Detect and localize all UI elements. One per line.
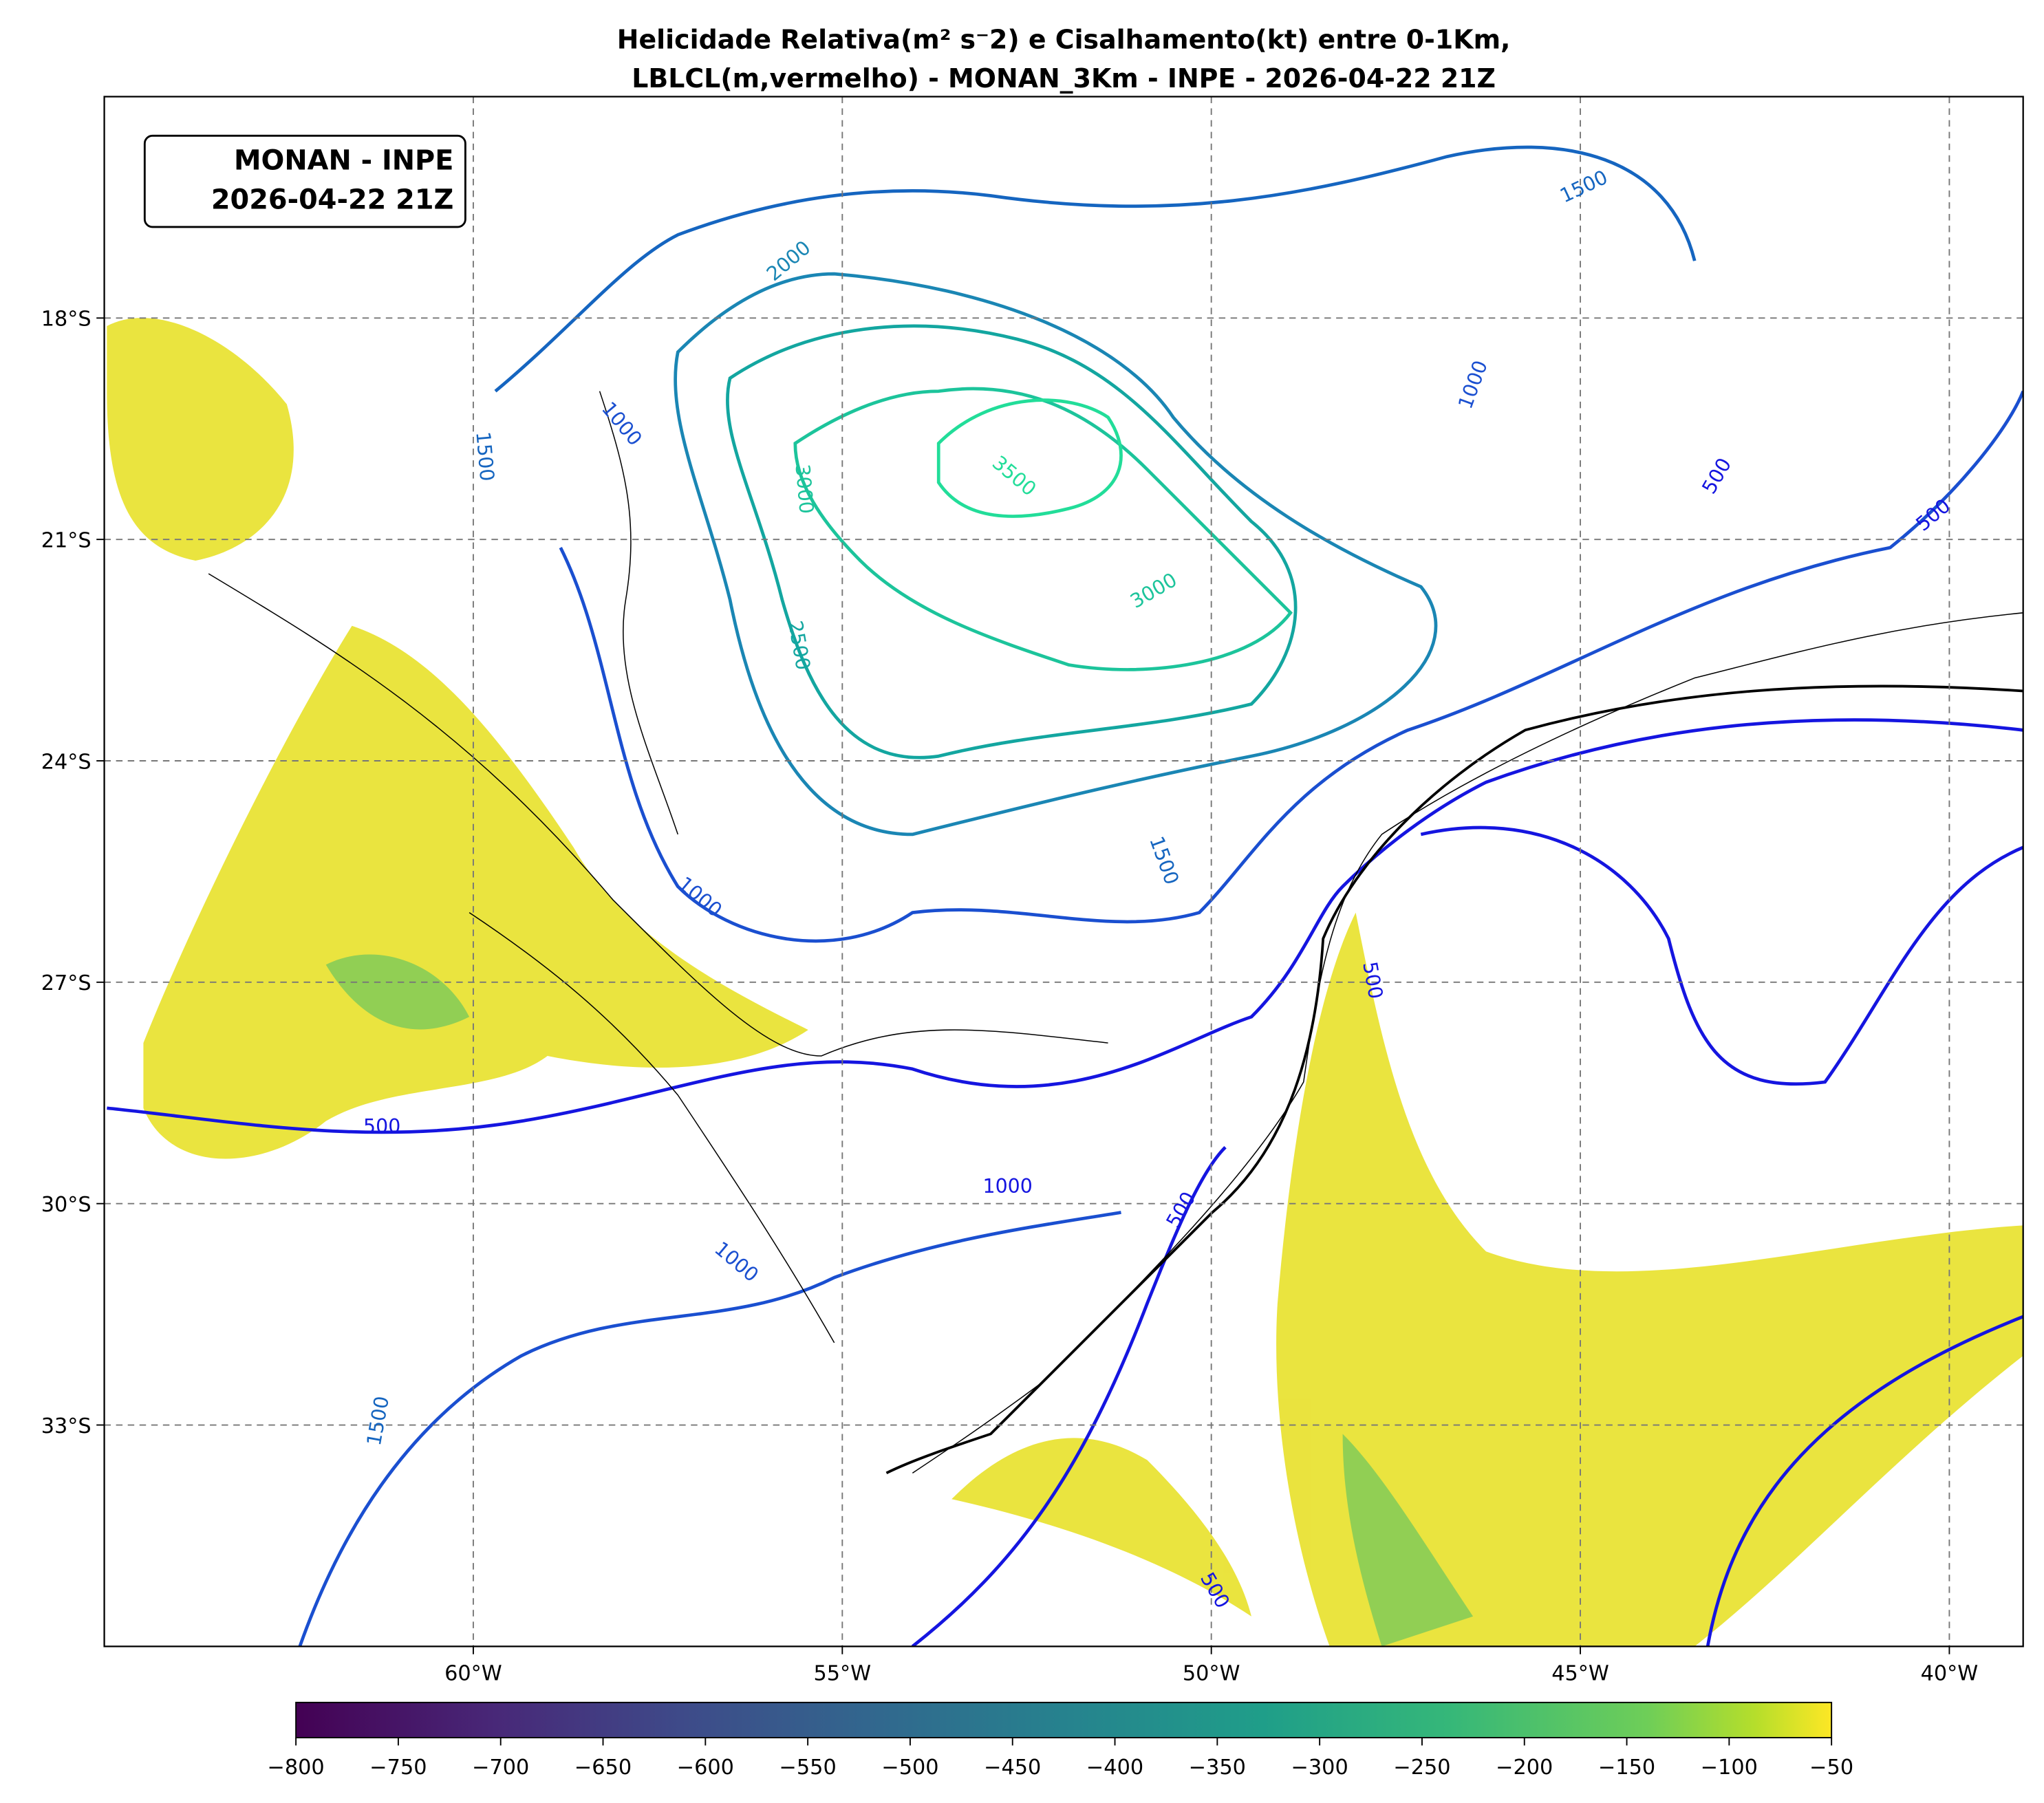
y-tick-label: 33°S (41, 1414, 92, 1438)
contour-label: 1000 (674, 872, 727, 922)
colorbar-tick-label: −250 (1393, 1756, 1450, 1780)
y-tick-label: 24°S (41, 750, 92, 774)
contour-label: 3500 (988, 451, 1041, 501)
y-tick-label: 18°S (41, 307, 92, 332)
contour-label: 1500 (471, 431, 498, 482)
colorbar-tick-label: −650 (574, 1756, 632, 1780)
x-tick-label: 55°W (813, 1662, 871, 1686)
coastline (885, 684, 2023, 1475)
info-box (143, 134, 466, 228)
colorbar-tick-label: −50 (1809, 1756, 1853, 1780)
helicity-shading (107, 318, 2023, 1647)
contour-label: 2500 (784, 619, 815, 672)
colorbar-tick-label: −800 (268, 1756, 325, 1780)
contour-label: 1500 (1556, 166, 1611, 207)
contours (107, 145, 2023, 1647)
colorbar-tick-label: −600 (677, 1756, 734, 1780)
title-line: Helicidade Relativa(m² s⁻2) e Cisalhamen… (617, 24, 1511, 54)
colorbar-tick-label: −450 (984, 1756, 1041, 1780)
contour-label: 3000 (1126, 568, 1181, 613)
contour-label: 1000 (597, 398, 647, 451)
colorbar-tick-label: −100 (1701, 1756, 1758, 1780)
contour-label: 500 (1698, 454, 1736, 497)
contour-label: 500 (363, 1115, 400, 1138)
contour-label: 1000 (1454, 358, 1492, 412)
colorbar-tick-label: −300 (1291, 1756, 1348, 1780)
y-tick-label: 30°S (41, 1193, 92, 1217)
colorbar-ticks: −800 −750 −700 −650 −600 −550 −500 −450 −400 −350… (268, 1737, 1853, 1780)
map-frame (103, 96, 2024, 1648)
colorbar-tick-label: −350 (1189, 1756, 1246, 1780)
info-box-line: MONAN - INPE (234, 145, 453, 177)
grid: 60°W 55°W 50°W 45°W 40°W 18°S 21°S 24°S 27°S 30°S… (41, 96, 2023, 1686)
x-tick-label: 50°W (1183, 1662, 1240, 1686)
x-tick-label: 40°W (1921, 1662, 1979, 1686)
contour-label: 1000 (710, 1238, 763, 1287)
colorbar-tick-label: −500 (881, 1756, 938, 1780)
contour-label: 3000 (791, 463, 818, 515)
y-tick-label: 21°S (41, 529, 92, 553)
contour-label: 1500 (363, 1394, 394, 1447)
colorbar (295, 1701, 1833, 1738)
contour-label: 2000 (762, 236, 815, 285)
contour-label: 500 (1912, 495, 1955, 536)
contour-label: 1500 (1145, 833, 1183, 887)
title-line: LBLCL(m,vermelho) - MONAN_3Km - INPE - 2… (632, 63, 1496, 94)
colorbar-tick-label: −200 (1496, 1756, 1553, 1780)
contour-label: 1000 (983, 1175, 1033, 1198)
colorbar-tick-label: −150 (1598, 1756, 1655, 1780)
y-tick-label: 27°S (41, 971, 92, 995)
x-tick-label: 45°W (1551, 1662, 1609, 1686)
map-layers (107, 145, 2023, 1647)
info-box-line: 2026-04-22 21Z (211, 184, 454, 215)
colorbar-tick-label: −750 (369, 1756, 427, 1780)
colorbar-tick-label: −700 (472, 1756, 529, 1780)
colorbar-tick-label: −400 (1086, 1756, 1143, 1780)
colorbar-tick-label: −550 (779, 1756, 837, 1780)
x-tick-label: 60°W (444, 1662, 502, 1686)
